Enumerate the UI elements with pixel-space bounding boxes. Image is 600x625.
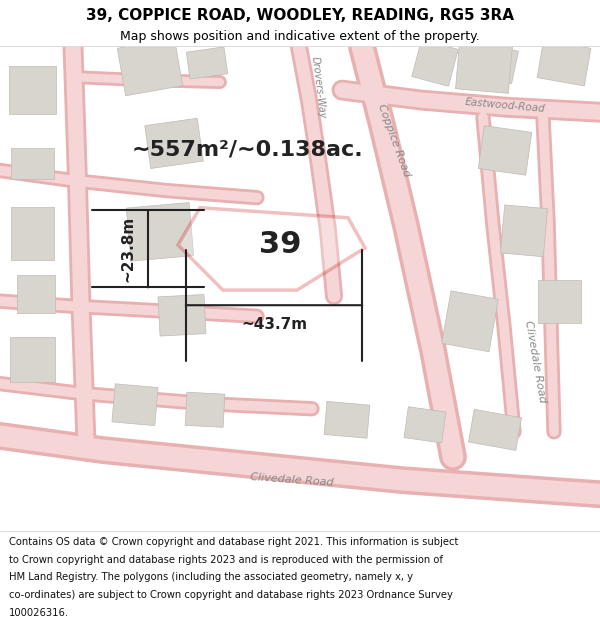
Bar (11, 208, 53, 261)
Text: HM Land Registry. The polygons (including the associated geometry, namely x, y: HM Land Registry. The polygons (includin… (9, 572, 413, 582)
Bar (112, 384, 158, 426)
Bar (10, 337, 55, 382)
Bar (500, 205, 548, 257)
Text: Drovers-Way: Drovers-Way (310, 56, 328, 119)
Bar (11, 148, 53, 179)
Text: 39: 39 (259, 230, 302, 259)
Text: co-ordinates) are subject to Crown copyright and database rights 2023 Ordnance S: co-ordinates) are subject to Crown copyr… (9, 590, 453, 600)
Text: ~557m²/~0.138ac.: ~557m²/~0.138ac. (132, 139, 364, 159)
Bar (145, 118, 203, 169)
Text: ~23.8m: ~23.8m (120, 216, 135, 282)
Bar (8, 66, 56, 114)
Bar (469, 409, 521, 451)
Bar (538, 279, 581, 322)
Bar (442, 291, 498, 352)
Text: Contains OS data © Crown copyright and database right 2021. This information is : Contains OS data © Crown copyright and d… (9, 537, 458, 547)
Text: Map shows position and indicative extent of the property.: Map shows position and indicative extent… (120, 30, 480, 43)
Bar (412, 39, 458, 86)
Bar (117, 38, 183, 96)
Bar (537, 40, 591, 86)
Bar (185, 392, 225, 428)
Text: to Crown copyright and database rights 2023 and is reproduced with the permissio: to Crown copyright and database rights 2… (9, 555, 443, 565)
Bar (404, 407, 446, 443)
Bar (127, 202, 194, 261)
Text: ~43.7m: ~43.7m (241, 317, 307, 332)
Bar (324, 401, 370, 438)
Text: 100026316.: 100026316. (9, 608, 69, 618)
Text: 39, COPPICE ROAD, WOODLEY, READING, RG5 3RA: 39, COPPICE ROAD, WOODLEY, READING, RG5 … (86, 8, 514, 22)
Bar (158, 294, 206, 336)
Bar (17, 275, 55, 313)
Text: Coppice Road: Coppice Road (376, 102, 412, 178)
Text: Clivedale Road: Clivedale Road (250, 472, 334, 488)
Text: Eastwood-Road: Eastwood-Road (464, 97, 545, 114)
Bar (470, 42, 518, 84)
Bar (455, 41, 512, 93)
Bar (478, 126, 532, 175)
Polygon shape (178, 208, 365, 290)
Text: Clivedale Road: Clivedale Road (523, 319, 547, 404)
Bar (187, 47, 227, 79)
